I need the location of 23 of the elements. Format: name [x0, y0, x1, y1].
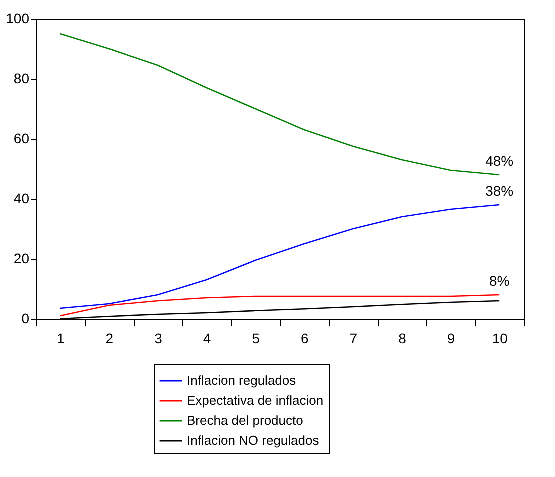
- x-tick-label: 4: [203, 330, 212, 346]
- y-tick-label: 100: [6, 10, 30, 26]
- y-tick-label: 80: [14, 70, 30, 86]
- y-tick-label: 20: [14, 250, 30, 266]
- x-tick-label: 9: [447, 330, 456, 346]
- y-tick-label: 0: [22, 310, 30, 326]
- legend-label: Inflacion NO regulados: [187, 433, 320, 448]
- annotation: 38%: [486, 183, 514, 199]
- annotation: 48%: [486, 153, 514, 169]
- x-tick-label: 1: [57, 330, 65, 346]
- legend-label: Expectativa de inflacion: [187, 393, 324, 408]
- x-tick-label: 3: [154, 330, 163, 346]
- y-tick-label: 60: [14, 130, 30, 146]
- annotation: 8%: [489, 273, 510, 289]
- x-tick-label: 7: [350, 330, 358, 346]
- x-tick-label: 5: [252, 330, 260, 346]
- legend-label: Brecha del producto: [187, 413, 304, 428]
- x-tick-label: 6: [301, 330, 309, 346]
- x-tick-label: 2: [106, 330, 114, 346]
- x-tick-label: 8: [398, 330, 407, 346]
- legend-label: Inflacion regulados: [187, 373, 297, 388]
- x-tick-label: 10: [492, 330, 508, 346]
- y-tick-label: 40: [14, 190, 30, 206]
